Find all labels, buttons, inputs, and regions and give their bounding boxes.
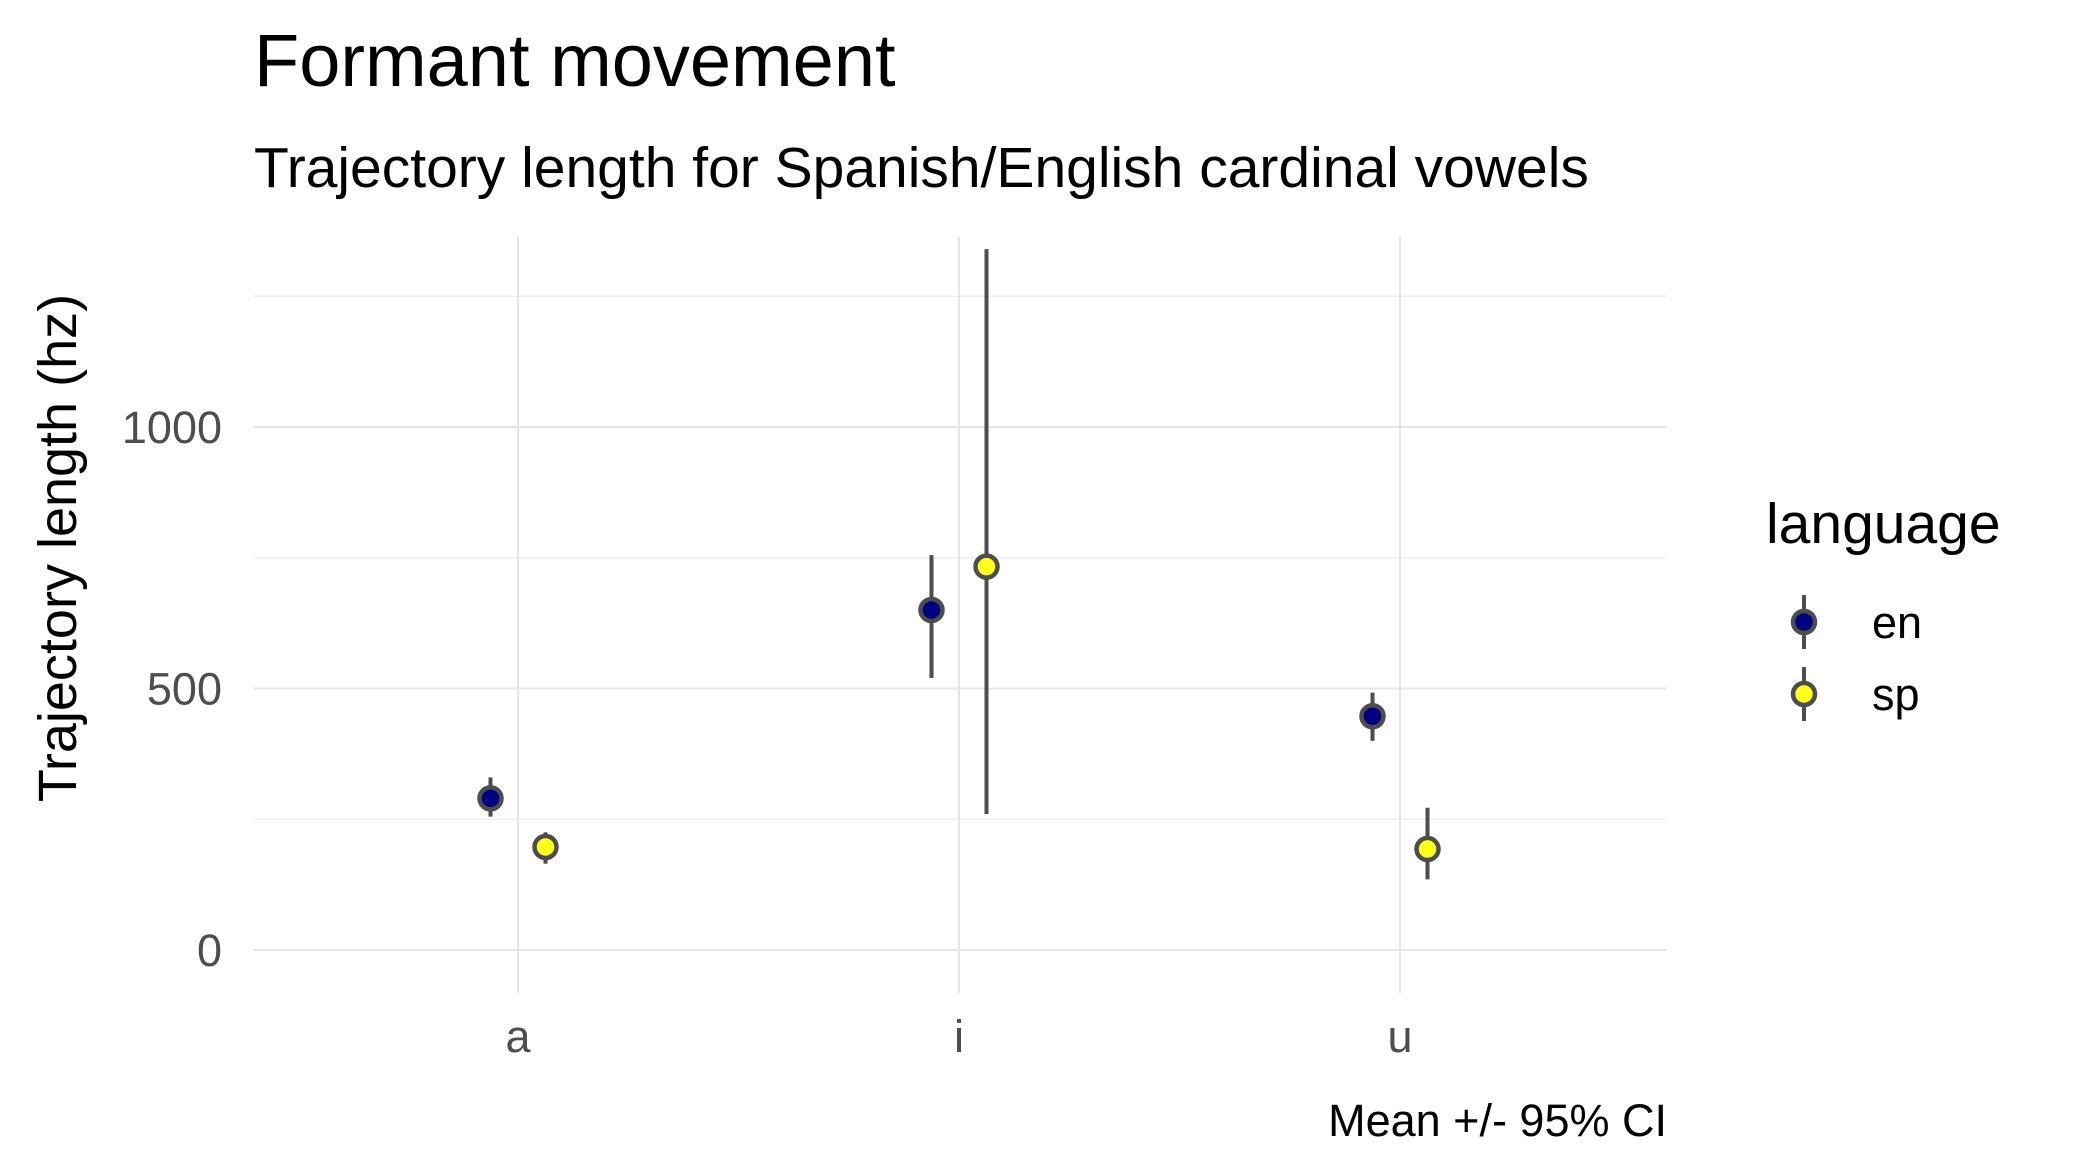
data-point-sp-a [532, 833, 559, 861]
x-tick-label: u [1387, 1011, 1412, 1062]
chart-subtitle: Trajectory length for Spanish/English ca… [254, 136, 1589, 200]
x-tick-label: i [954, 1011, 964, 1062]
y-axis-ticks: 0 500 1000 [122, 402, 222, 976]
data-point-en-u [1359, 702, 1386, 730]
gridlines [254, 237, 1666, 993]
chart-title: Formant movement [254, 19, 896, 102]
data-point-sp-u [1414, 835, 1441, 863]
data-point-en-a [477, 785, 504, 812]
legend: language en sp [1766, 492, 2001, 721]
data-marks [477, 249, 1441, 880]
data-point-en-i [918, 596, 945, 624]
legend-key-en [1790, 608, 1818, 636]
legend-label-en: en [1872, 597, 1922, 648]
legend-items: en sp [1790, 595, 1922, 721]
y-tick-label: 500 [147, 664, 222, 715]
y-tick-label: 1000 [122, 402, 222, 453]
plot-panel [254, 237, 1666, 993]
y-axis-title: Trajectory length (hz) [28, 294, 88, 802]
legend-label-sp: sp [1872, 669, 1920, 720]
legend-title: language [1766, 492, 2001, 556]
legend-key-sp [1790, 680, 1818, 708]
y-tick-label: 0 [197, 925, 222, 976]
chart-caption: Mean +/- 95% CI [1328, 1095, 1667, 1146]
data-point-sp-i [973, 553, 1000, 580]
x-tick-label: a [505, 1011, 531, 1062]
